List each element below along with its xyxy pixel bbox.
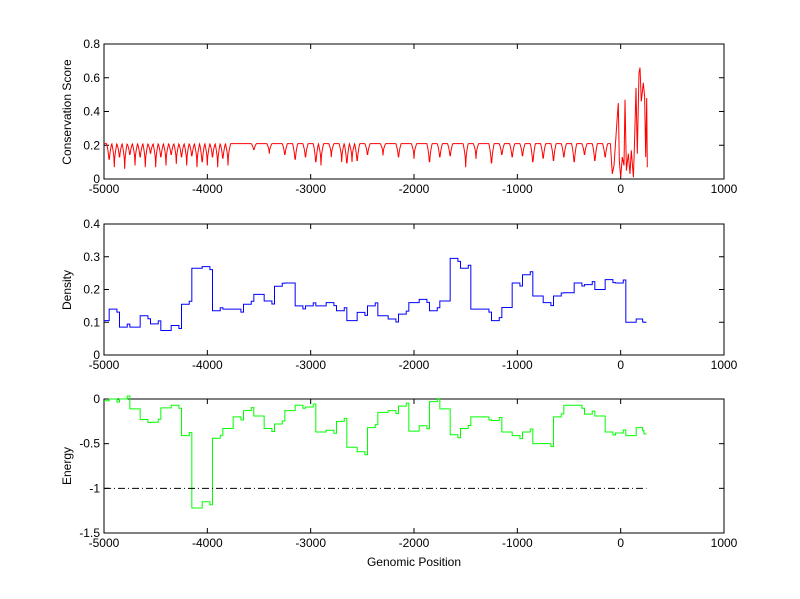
x-tick-label: 0	[617, 182, 624, 196]
y-tick-label: 0.6	[83, 71, 100, 85]
y-tick-label: 0	[93, 392, 100, 406]
x-tick-label: -2000	[399, 358, 430, 372]
x-tick-label: -2000	[399, 182, 430, 196]
y-tick-label: 0.4	[83, 105, 100, 119]
y-tick-label: 0	[93, 172, 100, 186]
x-tick-label: -3000	[295, 536, 326, 550]
ylabel-energy: Energy	[60, 447, 74, 485]
conservation-line	[104, 67, 648, 178]
y-tick-label: 0.3	[83, 250, 100, 264]
y-tick-label: -1	[89, 481, 100, 495]
x-tick-label: -3000	[295, 358, 326, 372]
x-tick-label: -4000	[192, 182, 223, 196]
x-tick-label: -2000	[399, 536, 430, 550]
y-tick-label: 0	[93, 348, 100, 362]
xlabel: Genomic Position	[367, 555, 461, 569]
x-tick-label: -5000	[89, 182, 120, 196]
ylabel-density: Density	[60, 270, 74, 310]
x-tick-label: -5000	[89, 358, 120, 372]
y-tick-label: 0.1	[83, 315, 100, 329]
axes-box	[103, 223, 725, 356]
density-line	[104, 257, 647, 331]
density-axes: -5000 -4000 -3000 -2000 -1000 0 1000 0 0.1 0.2 0.3…	[83, 217, 737, 372]
conservation-axes: -5000 -4000 -3000 -2000 -1000 0 1000 0 0.2 0.4 0.6…	[83, 37, 737, 196]
axes-box	[103, 398, 725, 534]
x-tick-label: 1000	[711, 536, 738, 550]
x-tick-label: -1000	[502, 182, 533, 196]
x-tick-label: -4000	[192, 358, 223, 372]
x-tick-label: 0	[617, 536, 624, 550]
y-tick-label: 0.2	[83, 138, 100, 152]
energy-line	[104, 395, 647, 509]
y-tick-label: 0.4	[83, 217, 100, 231]
y-tick-label: 0.2	[83, 283, 100, 297]
y-tick-label: -0.5	[79, 437, 100, 451]
y-tick-label: -1.5	[79, 526, 100, 540]
x-tick-label: 0	[617, 358, 624, 372]
x-tick-label: -3000	[295, 182, 326, 196]
energy-axes: -5000 -4000 -3000 -2000 -1000 0 1000 -1.5 -1 -0.5…	[79, 392, 737, 550]
x-tick-label: -1000	[502, 536, 533, 550]
x-tick-label: 1000	[711, 358, 738, 372]
x-tick-label: -4000	[192, 536, 223, 550]
x-tick-label: -5000	[89, 536, 120, 550]
ylabel-conservation: Conservation Score	[60, 59, 74, 165]
x-tick-label: 1000	[711, 182, 738, 196]
y-tick-label: 0.8	[83, 37, 100, 51]
x-tick-label: -1000	[502, 358, 533, 372]
